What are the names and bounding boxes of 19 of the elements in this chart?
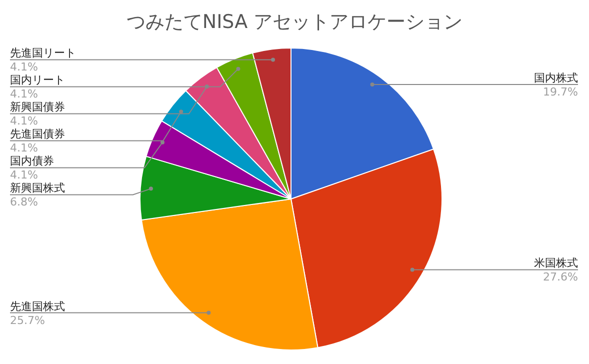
data-label: 4.1% bbox=[10, 60, 38, 74]
data-label: 19.7% bbox=[543, 85, 578, 98]
slice-label: 新興国債券 bbox=[10, 100, 65, 114]
slice-label: 国内債券 bbox=[10, 154, 54, 168]
data-label: 4.1% bbox=[10, 168, 38, 182]
data-label: 4.1% bbox=[10, 142, 38, 155]
slice-label: 先進国債券 bbox=[10, 128, 65, 141]
slice-label: 国内株式 bbox=[534, 71, 578, 84]
chart-title: つみたてNISA アセットアロケーション bbox=[126, 11, 463, 33]
data-label: 4.1% bbox=[10, 88, 38, 101]
data-label: 6.8% bbox=[10, 196, 38, 209]
slice-label: 先進国リート bbox=[10, 46, 76, 60]
slice-label: 国内リート bbox=[10, 74, 65, 87]
data-label: 4.1% bbox=[10, 114, 38, 128]
slice-label: 米国株式 bbox=[534, 256, 578, 270]
data-label: 25.7% bbox=[10, 314, 45, 327]
slice-label: 新興国株式 bbox=[10, 182, 65, 195]
slice-label: 先進国株式 bbox=[10, 300, 65, 313]
data-label: 27.6% bbox=[543, 270, 578, 284]
